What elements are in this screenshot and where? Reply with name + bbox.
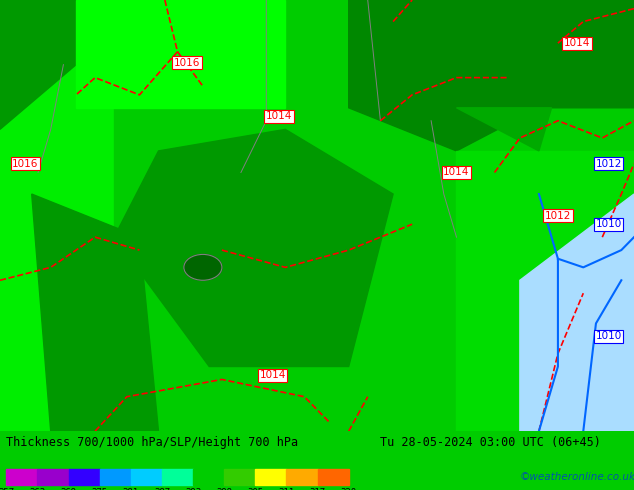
Text: 299: 299 <box>216 488 232 490</box>
Text: 263: 263 <box>29 488 46 490</box>
Text: 317: 317 <box>309 488 326 490</box>
Text: 257: 257 <box>0 488 15 490</box>
Text: 1010: 1010 <box>595 331 622 342</box>
Polygon shape <box>456 151 634 431</box>
Text: Tu 28-05-2024 03:00 UTC (06+45): Tu 28-05-2024 03:00 UTC (06+45) <box>380 436 601 449</box>
Polygon shape <box>520 194 634 431</box>
Text: 1016: 1016 <box>12 159 39 169</box>
Bar <box>318 469 349 485</box>
Polygon shape <box>76 0 285 108</box>
Text: 311: 311 <box>278 488 295 490</box>
Bar <box>68 469 100 485</box>
Bar <box>224 469 256 485</box>
Polygon shape <box>0 0 76 129</box>
Text: 1014: 1014 <box>443 168 470 177</box>
Bar <box>162 469 193 485</box>
Polygon shape <box>32 194 158 431</box>
Bar <box>6 469 37 485</box>
Text: Thickness 700/1000 hPa/SLP/Height 700 hPa: Thickness 700/1000 hPa/SLP/Height 700 hP… <box>6 436 299 449</box>
Bar <box>256 469 287 485</box>
Text: ©weatheronline.co.uk: ©weatheronline.co.uk <box>520 472 634 482</box>
Polygon shape <box>456 108 552 151</box>
Bar <box>37 469 68 485</box>
Text: 281: 281 <box>123 488 139 490</box>
Polygon shape <box>114 0 634 431</box>
Text: 1012: 1012 <box>595 159 622 169</box>
Polygon shape <box>0 0 114 431</box>
Text: 305: 305 <box>247 488 263 490</box>
Text: 287: 287 <box>154 488 170 490</box>
Text: 293: 293 <box>185 488 201 490</box>
Circle shape <box>184 254 222 280</box>
Bar <box>287 469 318 485</box>
Text: 320: 320 <box>340 488 357 490</box>
Bar <box>100 469 131 485</box>
Text: 1014: 1014 <box>564 38 590 48</box>
Polygon shape <box>114 129 393 367</box>
Text: 1014: 1014 <box>266 111 292 122</box>
Bar <box>131 469 162 485</box>
Text: 1012: 1012 <box>545 211 571 220</box>
Text: 1014: 1014 <box>259 370 286 380</box>
Text: 1010: 1010 <box>595 219 622 229</box>
Text: 275: 275 <box>92 488 108 490</box>
Text: 1016: 1016 <box>174 57 200 68</box>
Polygon shape <box>349 0 634 151</box>
Bar <box>193 469 224 485</box>
Text: 269: 269 <box>60 488 77 490</box>
